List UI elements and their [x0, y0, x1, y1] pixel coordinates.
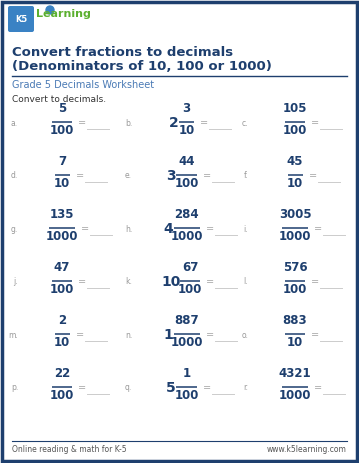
Text: 883: 883 — [283, 314, 307, 327]
Text: 100: 100 — [178, 283, 202, 296]
Text: 100: 100 — [50, 389, 74, 402]
Text: d.: d. — [11, 171, 18, 181]
Text: 67: 67 — [182, 261, 198, 274]
Text: =: = — [75, 330, 84, 340]
Text: Grade 5 Decimals Worksheet: Grade 5 Decimals Worksheet — [12, 80, 154, 90]
Text: 3: 3 — [182, 102, 191, 115]
Text: q.: q. — [125, 383, 132, 393]
Text: =: = — [205, 330, 214, 340]
Text: 4: 4 — [163, 222, 173, 236]
Text: 3: 3 — [166, 169, 176, 183]
Text: j.: j. — [13, 277, 18, 287]
Text: 47: 47 — [54, 261, 70, 274]
Text: =: = — [206, 277, 214, 287]
Text: 5: 5 — [58, 102, 66, 115]
Text: =: = — [314, 224, 322, 234]
Text: m.: m. — [8, 331, 18, 339]
Text: l.: l. — [243, 277, 248, 287]
Text: b.: b. — [125, 119, 132, 127]
Text: k.: k. — [125, 277, 132, 287]
Text: 5: 5 — [166, 381, 176, 395]
Text: 44: 44 — [178, 155, 195, 168]
Text: h.: h. — [125, 225, 132, 233]
Text: 2: 2 — [58, 314, 66, 327]
Text: c.: c. — [242, 119, 248, 127]
Text: =: = — [311, 118, 320, 128]
Text: =: = — [314, 383, 322, 393]
Text: p.: p. — [11, 383, 18, 393]
Text: =: = — [203, 171, 211, 181]
Text: Convert to decimals.: Convert to decimals. — [12, 95, 106, 104]
Text: 22: 22 — [54, 367, 70, 380]
Text: 1000: 1000 — [170, 230, 203, 243]
Text: 100: 100 — [174, 389, 199, 402]
Text: 4321: 4321 — [279, 367, 311, 380]
Text: g.: g. — [11, 225, 18, 233]
Text: 1000: 1000 — [46, 230, 78, 243]
Text: 100: 100 — [50, 124, 74, 137]
Text: 100: 100 — [283, 283, 307, 296]
Text: 10: 10 — [178, 124, 195, 137]
Text: www.k5learning.com: www.k5learning.com — [267, 444, 347, 453]
Text: 3005: 3005 — [279, 208, 311, 221]
Text: 10: 10 — [161, 275, 181, 289]
Text: 887: 887 — [174, 314, 199, 327]
Text: Online reading & math for K-5: Online reading & math for K-5 — [12, 444, 127, 453]
Text: 105: 105 — [283, 102, 307, 115]
Circle shape — [46, 6, 54, 14]
Text: 100: 100 — [50, 283, 74, 296]
Text: f.: f. — [243, 171, 248, 181]
Text: =: = — [200, 118, 208, 128]
Text: 1: 1 — [163, 328, 173, 342]
Text: 135: 135 — [50, 208, 74, 221]
Text: 7: 7 — [58, 155, 66, 168]
Text: =: = — [205, 224, 214, 234]
Text: =: = — [78, 277, 87, 287]
Text: 1000: 1000 — [170, 336, 203, 349]
Text: 10: 10 — [287, 336, 303, 349]
Text: =: = — [78, 383, 87, 393]
Text: 100: 100 — [174, 177, 199, 190]
Text: =: = — [308, 171, 317, 181]
Text: 284: 284 — [174, 208, 199, 221]
Text: i.: i. — [243, 225, 248, 233]
Text: 10: 10 — [287, 177, 303, 190]
Text: 1000: 1000 — [279, 230, 311, 243]
Text: =: = — [311, 277, 320, 287]
FancyBboxPatch shape — [8, 6, 34, 32]
Text: (Denominators of 10, 100 or 1000): (Denominators of 10, 100 or 1000) — [12, 60, 272, 73]
Text: 1: 1 — [182, 367, 191, 380]
Text: 100: 100 — [283, 124, 307, 137]
Text: 576: 576 — [283, 261, 307, 274]
Text: =: = — [203, 383, 211, 393]
Text: Learning: Learning — [36, 9, 91, 19]
Text: n.: n. — [125, 331, 132, 339]
Text: 10: 10 — [54, 336, 70, 349]
Text: =: = — [81, 224, 89, 234]
Text: r.: r. — [243, 383, 248, 393]
Text: e.: e. — [125, 171, 132, 181]
Text: K5: K5 — [15, 14, 27, 24]
Text: a.: a. — [11, 119, 18, 127]
Text: o.: o. — [241, 331, 248, 339]
Text: =: = — [78, 118, 87, 128]
Text: 1000: 1000 — [279, 389, 311, 402]
Text: 45: 45 — [287, 155, 303, 168]
Text: 2: 2 — [169, 116, 178, 130]
Text: Convert fractions to decimals: Convert fractions to decimals — [12, 46, 233, 59]
Text: =: = — [75, 171, 84, 181]
Text: =: = — [311, 330, 320, 340]
Text: 10: 10 — [54, 177, 70, 190]
